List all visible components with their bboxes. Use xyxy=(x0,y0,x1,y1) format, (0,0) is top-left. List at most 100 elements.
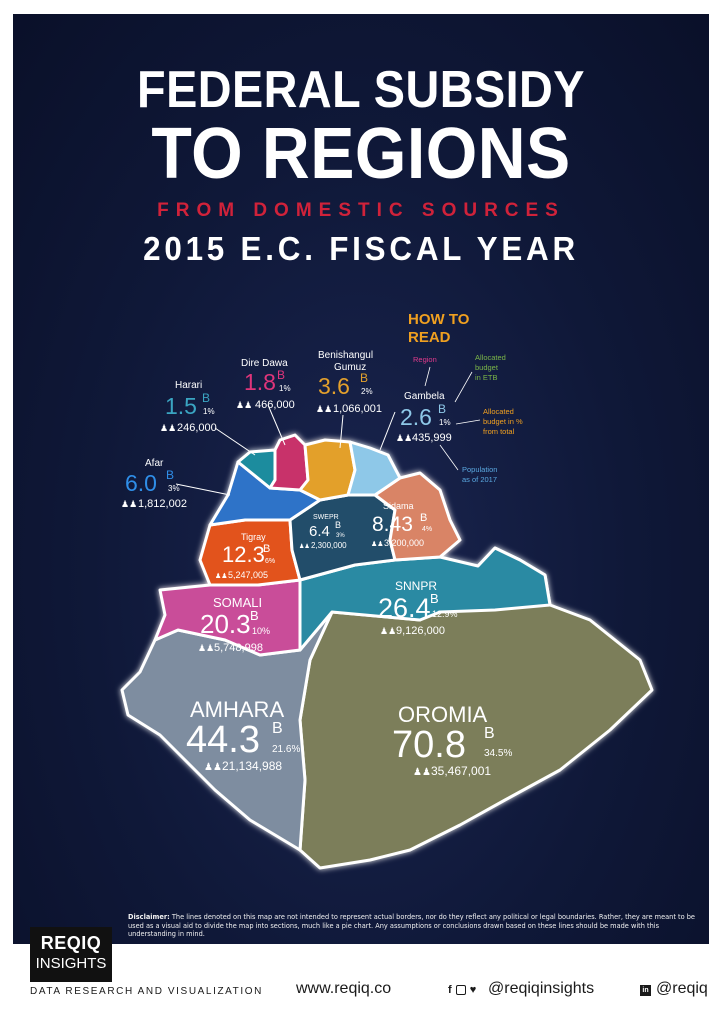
region-gambela xyxy=(346,440,402,497)
harari-unit: B xyxy=(202,391,210,405)
sweprr-pop-icon: ♟♟ xyxy=(299,543,310,550)
amhara-pct: 21.6% xyxy=(272,744,300,755)
tigray-pop-icon: ♟♟ xyxy=(215,572,228,580)
how-to-read-legend: HOW TO READ Region Allocated budget in E… xyxy=(408,311,523,484)
harari-budget: 1.5 xyxy=(165,393,197,419)
how-to-read-percent-1: Allocated xyxy=(483,407,514,416)
oromia-pop-icon: ♟♟ xyxy=(413,767,431,778)
gambela-unit: B xyxy=(438,402,446,416)
tigray-pct: 6% xyxy=(265,558,275,565)
sweprr-budget: 6.4 xyxy=(309,523,330,540)
somali-budget: 20.3 xyxy=(200,609,251,639)
how-to-read-heading-2: READ xyxy=(408,329,451,346)
leader-dire-dawa xyxy=(267,404,286,446)
afar-name: Afar xyxy=(145,458,164,469)
how-to-read-percent-2: budget in % xyxy=(483,417,523,426)
amhara-pop-icon: ♟♟ xyxy=(204,762,222,773)
harari-pop-icon: ♟♟ xyxy=(160,423,176,433)
snnpr-unit: B xyxy=(430,591,439,606)
oromia-pct: 34.5% xyxy=(484,748,512,759)
leader-gambela xyxy=(379,411,396,451)
dire-dawa-pop-icon: ♟♟ xyxy=(236,400,252,410)
afar-budget: 6.0 xyxy=(125,470,157,496)
social-handle[interactable]: @reqiqinsights xyxy=(488,980,595,997)
leader-harari xyxy=(214,427,256,456)
disclaimer: Disclaimer: The lines denoted on this ma… xyxy=(128,913,706,939)
harari-pop: 246,000 xyxy=(177,422,217,434)
oromia-name: OROMIA xyxy=(398,702,488,727)
sidama-pct: 4% xyxy=(422,526,432,533)
title-subtitle: FROM DOMESTIC SOURCES xyxy=(157,200,565,221)
linkedin-icon[interactable]: in xyxy=(640,985,651,996)
benishangul-name-2: Gumuz xyxy=(334,362,366,373)
snnpr-pop: 9,126,000 xyxy=(396,625,445,637)
how-to-read-allocated-3: in ETB xyxy=(475,373,498,382)
title-fiscal-year: 2015 E.C. FISCAL YEAR xyxy=(143,230,579,267)
how-to-read-allocated-1: Allocated xyxy=(475,353,506,362)
snnpr-name: SNNPR xyxy=(395,579,437,593)
sweprr-pop: 2,300,000 xyxy=(311,541,347,550)
region-benishangul xyxy=(298,438,357,502)
how-to-read-heading-1: HOW TO xyxy=(408,311,470,328)
label-oromia: OROMIA 70.8 B 34.5% ♟♟ 35,467,001 xyxy=(392,702,512,778)
benishangul-budget: 3.6 xyxy=(318,373,350,399)
benishangul-unit: B xyxy=(360,371,368,385)
region-dire-dawa xyxy=(268,433,310,492)
oromia-budget: 70.8 xyxy=(392,724,466,766)
sidama-unit: B xyxy=(420,512,427,524)
benishangul-name-1: Benishangul xyxy=(318,350,373,361)
oromia-unit: B xyxy=(484,725,495,742)
afar-pop: 1,812,002 xyxy=(138,498,187,510)
oromia-pop: 35,467,001 xyxy=(431,764,491,778)
sidama-name: Sidama xyxy=(383,501,414,511)
how-to-read-population-1: Population xyxy=(462,465,497,474)
facebook-icon[interactable]: f xyxy=(448,984,452,996)
social-icons[interactable]: f ♥ xyxy=(448,984,476,996)
benishangul-pop-icon: ♟♟ xyxy=(316,404,332,414)
afar-unit: B xyxy=(166,468,174,482)
sidama-pop: 3,200,000 xyxy=(384,538,424,548)
label-benishangul: Benishangul Gumuz 3.6 B 2% ♟♟ 1,066,001 xyxy=(316,350,382,415)
disclaimer-label: Disclaimer: xyxy=(128,913,170,921)
website-link[interactable]: www.reqiq.co xyxy=(296,980,392,997)
twitter-icon[interactable]: ♥ xyxy=(469,984,477,996)
gambela-name: Gambela xyxy=(404,391,445,402)
title-line2: TO REGIONS xyxy=(151,114,571,194)
how-to-read-region: Region xyxy=(413,355,437,364)
gambela-pop: 435,999 xyxy=(412,432,452,444)
somali-pop: 5,748,998 xyxy=(214,642,263,654)
label-snnpr: SNNPR 26.4 B 12.9% ♟♟ 9,126,000 xyxy=(378,579,458,637)
harari-name: Harari xyxy=(175,380,202,391)
instagram-icon[interactable] xyxy=(455,985,466,996)
sidama-budget: 8.43 xyxy=(372,513,413,536)
how-to-read-population-2: as of 2017 xyxy=(462,475,497,484)
label-sidama: Sidama 8.43 B 4% ♟♟ 3,200,000 xyxy=(371,501,432,548)
snnpr-budget: 26.4 xyxy=(378,593,431,623)
amhara-budget: 44.3 xyxy=(186,719,260,761)
gambela-pop-icon: ♟♟ xyxy=(396,433,412,443)
title-line1: FEDERAL SUBSIDY xyxy=(137,61,585,119)
label-somali: SOMALI 20.3 B 10% ♟♟ 5,748,998 xyxy=(198,595,270,654)
gambela-pct: 1% xyxy=(439,418,451,427)
dire-dawa-pop: 466,000 xyxy=(255,399,295,411)
logo-line2: INSIGHTS xyxy=(35,955,107,972)
tagline: DATA RESEARCH AND VISUALIZATION xyxy=(30,986,263,997)
somali-unit: B xyxy=(250,608,259,623)
tigray-pop: 5,247,005 xyxy=(228,570,268,580)
somali-name: SOMALI xyxy=(213,595,262,610)
snnpr-pct: 12.9% xyxy=(432,609,458,619)
dire-dawa-budget: 1.8 xyxy=(244,369,276,395)
linkedin-handle[interactable]: @reqiq xyxy=(656,980,708,997)
harari-pct: 1% xyxy=(203,407,215,416)
region-sidama xyxy=(373,471,462,562)
leader-benishangul xyxy=(339,414,344,449)
label-amhara: AMHARA 44.3 B 21.6% ♟♟ 21,134,988 xyxy=(186,697,300,773)
sweprr-pct: 3% xyxy=(336,533,345,539)
sweprr-unit: B xyxy=(335,520,341,530)
sidama-pop-icon: ♟♟ xyxy=(371,540,384,548)
somali-pct: 10% xyxy=(252,626,270,636)
label-sweprr: SWEPR 6.4 B 3% ♟♟ 2,300,000 xyxy=(299,514,347,550)
how-to-read-percent-3: from total xyxy=(483,427,515,436)
label-dire-dawa: Dire Dawa 1.8 B 1% ♟♟ 466,000 xyxy=(236,358,295,411)
